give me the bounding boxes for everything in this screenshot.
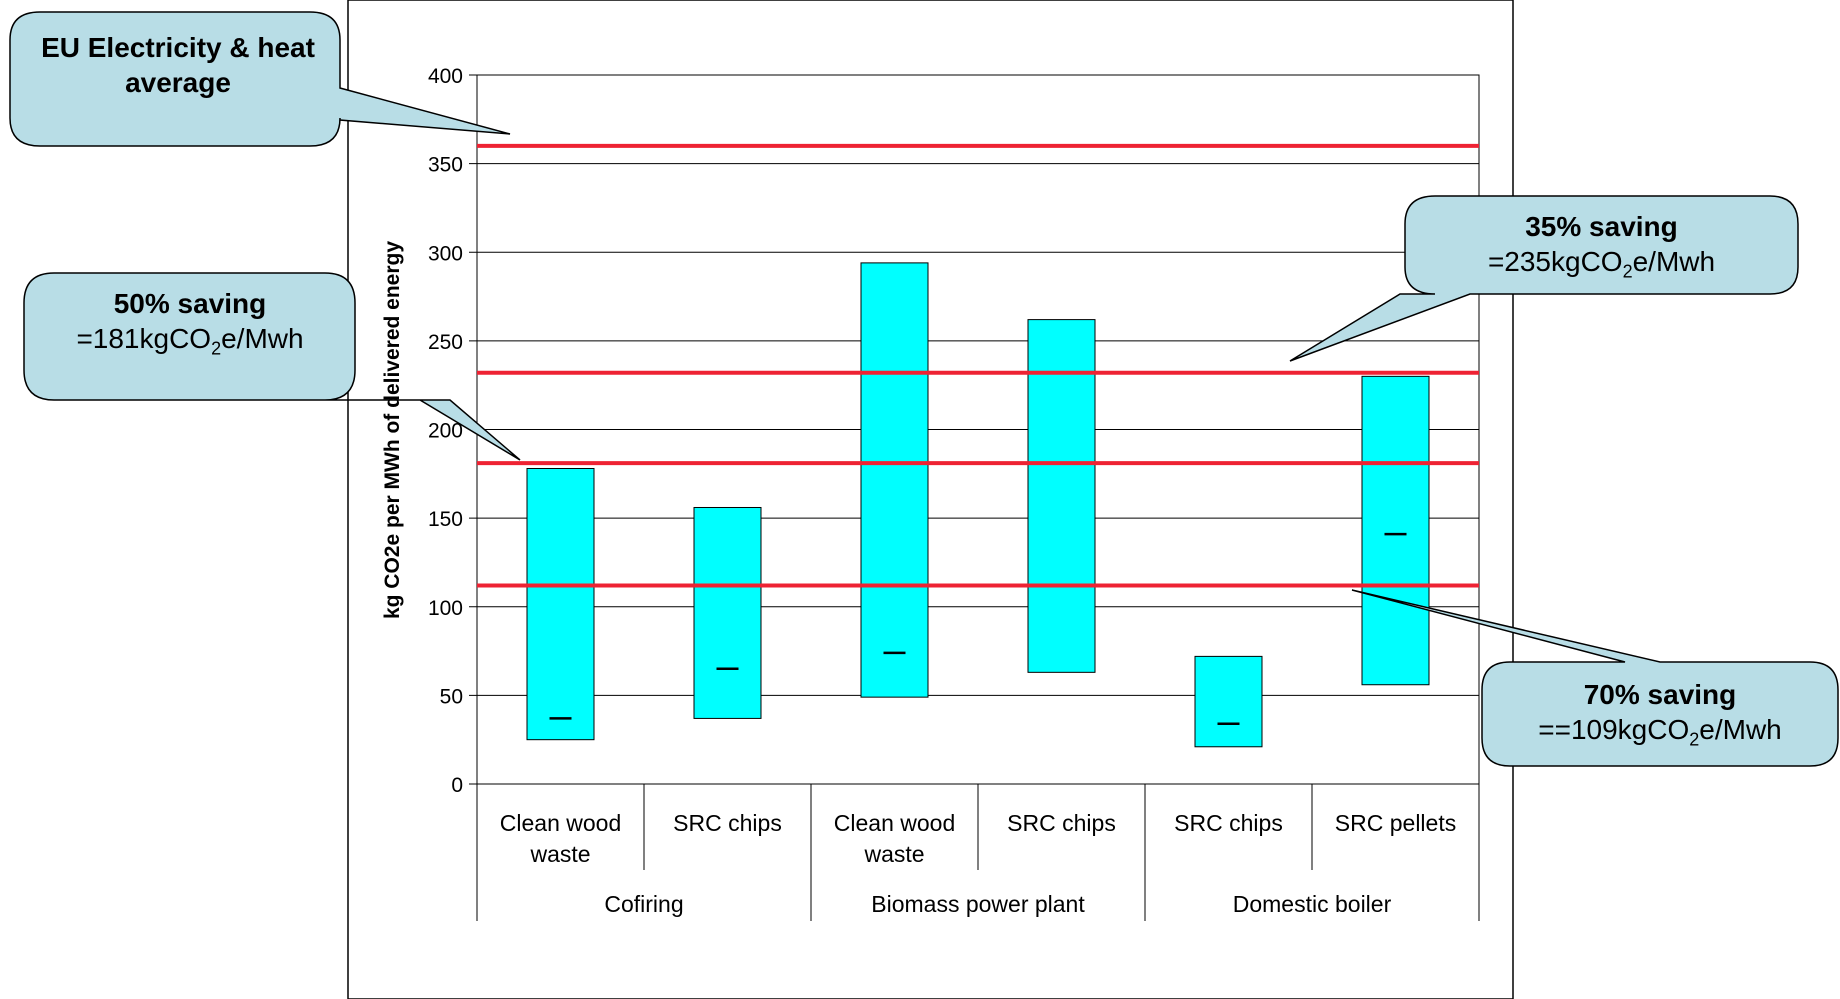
group-label: Biomass power plant: [871, 891, 1085, 917]
callout-35: 35% saving =235kgCO2e/Mwh: [1405, 209, 1798, 283]
y-tick-label: 100: [428, 597, 463, 620]
y-tick-label: 350: [428, 154, 463, 177]
callout-50-value-sub: 2: [211, 338, 222, 359]
gridlines: [477, 163, 1479, 696]
callout-eu-title: EU Electricity & heat average: [41, 32, 315, 98]
range-bar: [1027, 319, 1096, 673]
y-tick-label: 50: [440, 685, 463, 708]
callout-35-title: 35% saving: [1525, 211, 1678, 242]
reference-lines: [477, 143, 1479, 588]
callout-eu: EU Electricity & heat average: [20, 30, 336, 100]
callout-50-value-pre: =181kgCO: [76, 323, 212, 354]
y-tick-label: 300: [428, 242, 463, 265]
callout-35-value: =235kgCO2e/Mwh: [1405, 244, 1798, 283]
x-tick-label: SRC chips: [1174, 810, 1283, 836]
callout-shapes: [9, 11, 1839, 767]
range-bar: [1194, 655, 1263, 748]
y-axis-label: kg CO2e per MWh of delivered energy: [381, 241, 404, 619]
group-label: Cofiring: [604, 891, 683, 917]
y-tick-label: 250: [428, 331, 463, 354]
range-bar: [693, 506, 762, 719]
x-tick-label: Clean wood waste: [500, 810, 621, 867]
callout-70-value-post: e/Mwh: [1699, 714, 1782, 745]
x-tick-label: Clean wood waste: [834, 810, 955, 867]
callout-35-value-post: e/Mwh: [1632, 246, 1716, 277]
range-bar: [1361, 375, 1430, 686]
y-tick-label: 200: [428, 420, 463, 443]
group-label: Domestic boiler: [1233, 891, 1392, 917]
callout-eu-shape: [9, 11, 511, 147]
callout-70-value-pre: ==109kgCO: [1538, 714, 1690, 745]
bars: [526, 262, 1430, 748]
x-tick-label: SRC pellets: [1335, 810, 1456, 836]
callout-35-value-pre: =235kgCO: [1487, 246, 1623, 277]
x-axis: Clean wood waste SRC chips Clean wood waste S…: [476, 784, 1480, 921]
y-tick-label: 400: [428, 65, 463, 88]
callout-35-shape: [1289, 195, 1799, 362]
callout-70: 70% saving ==109kgCO2e/Mwh: [1482, 677, 1838, 751]
chart-area: [347, 0, 1514, 999]
callout-50-shape: [23, 272, 521, 461]
callout-70-shape: [1351, 589, 1839, 767]
callout-50: 50% saving =181kgCO2e/Mwh: [24, 286, 356, 360]
callout-50-title: 50% saving: [113, 288, 267, 319]
callout-50-value-post: e/Mwh: [221, 323, 304, 354]
callout-35-value-sub: 2: [1622, 261, 1633, 282]
callout-70-value: ==109kgCO2e/Mwh: [1482, 712, 1838, 751]
range-bar: [526, 467, 595, 741]
x-tick-label: SRC chips: [673, 810, 782, 836]
y-axis: 0 50 100 150 200 250 300 350 400: [428, 65, 477, 797]
x-tick-label: SRC chips: [1007, 810, 1116, 836]
y-tick-label: 0: [451, 774, 463, 797]
callout-50-value: =181kgCO2e/Mwh: [24, 321, 356, 360]
range-bar: [860, 262, 929, 698]
y-tick-label: 150: [428, 508, 463, 531]
callout-70-value-sub: 2: [1689, 729, 1700, 750]
callout-70-title: 70% saving: [1583, 679, 1737, 710]
